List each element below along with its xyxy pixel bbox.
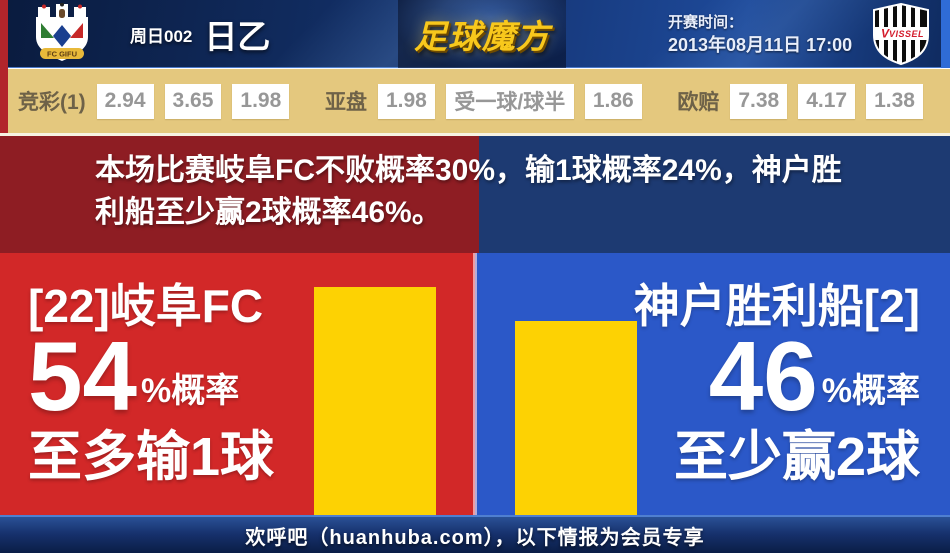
- home-badge-text: FC GIFU: [47, 50, 77, 59]
- footer-bar: 欢呼吧（huanhuba.com），以下情报为会员专享: [0, 515, 950, 553]
- home-outcome-text: 至多输1球: [28, 427, 275, 487]
- home-team-block: [22]岐阜FC 54 %概率 至多输1球: [28, 253, 274, 486]
- league-name: 日乙: [204, 18, 271, 55]
- away-team-name: 神户胜利船[2]: [633, 280, 920, 332]
- yapan-label: 亚盘: [324, 91, 367, 114]
- away-badge-text: VISSEL: [889, 29, 924, 39]
- kickoff-time: 2013年08月11日 17:00: [668, 35, 853, 55]
- summary-band-red-half: [0, 136, 479, 253]
- away-outcome-text: 至少赢2球: [673, 427, 920, 487]
- summary-line-2: 利船至少赢2球概率46%。: [95, 196, 442, 229]
- oupei-odds-home: 7.38: [730, 83, 788, 119]
- footer-site-text: 欢呼吧（huanhuba.com），以下情报为会员专享: [245, 526, 705, 549]
- odds-group-jingcai: 竞彩(1) 2.94 3.65 1.98: [18, 83, 290, 119]
- odds-bar: 竞彩(1) 2.94 3.65 1.98 亚盘 1.98 受一球/球半 1.86…: [0, 69, 950, 133]
- away-probability-suffix: %概率: [821, 372, 920, 410]
- summary-band: 本场比赛岐阜FC不败概率30%，输1球概率24%，神户胜 利船至少赢2球概率46…: [0, 136, 950, 253]
- match-info: 周日002 日乙: [130, 0, 270, 68]
- home-probability-value: 54: [28, 321, 138, 431]
- oupei-odds-away: 1.38: [866, 83, 923, 119]
- summary-band-blue-half: [479, 136, 950, 253]
- oupei-odds-draw: 4.17: [798, 83, 856, 119]
- home-team-logo-fc-gifu: FC GIFU: [36, 3, 88, 61]
- yapan-odds-home: 1.98: [377, 83, 435, 119]
- jingcai-label: 竞彩(1): [18, 91, 86, 114]
- away-probability-value: 46: [708, 321, 818, 431]
- left-accent-stripe: [0, 0, 8, 133]
- odds-group-asian-handicap: 亚盘 1.98 受一球/球半 1.86: [324, 83, 642, 119]
- jingcai-odds-draw: 3.65: [164, 83, 222, 119]
- match-summary-text: 本场比赛岐阜FC不败概率30%，输1球概率24%，神户胜 利船至少赢2球概率46…: [95, 150, 842, 234]
- jingcai-odds-away: 1.98: [232, 83, 290, 119]
- away-probability-bar: [515, 321, 637, 515]
- odds-group-european: 欧赔 7.38 4.17 1.38: [677, 83, 923, 119]
- away-badge-v: V: [881, 27, 890, 41]
- yapan-odds-away: 1.86: [584, 83, 642, 119]
- panel-divider: [473, 253, 477, 515]
- summary-line-1: 本场比赛岐阜FC不败概率30%，输1球概率24%，神户胜: [95, 154, 842, 187]
- header: FC GIFU 周日002 日乙 足球魔方 开赛时间： 2013年08月11日 …: [0, 0, 950, 133]
- home-team-name: [22]岐阜FC: [28, 280, 264, 332]
- right-accent-stripe: [941, 0, 950, 68]
- home-probability-bar: [314, 287, 436, 515]
- jingcai-odds-home: 2.94: [96, 83, 154, 119]
- away-team-block: 神户胜利船[2] 46 %概率 至少赢2球: [634, 253, 920, 486]
- brand-plate: 足球魔方: [398, 0, 566, 68]
- yapan-handicap: 受一球/球半: [445, 83, 574, 119]
- away-team-logo-vissel-kobe: V VISSEL: [873, 3, 929, 65]
- kickoff-info: 开赛时间： 2013年08月11日 17:00: [668, 12, 852, 56]
- home-probability-suffix: %概率: [141, 372, 240, 410]
- separator-line: [0, 133, 950, 136]
- away-probability: 46 %概率: [634, 321, 920, 431]
- probability-chart: [22]岐阜FC 54 %概率 至多输1球 神户胜利船[2] 46 %概率 至少…: [0, 253, 950, 515]
- match-code: 周日002: [130, 26, 193, 46]
- oupei-label: 欧赔: [677, 91, 720, 114]
- kickoff-label: 开赛时间：: [668, 14, 744, 31]
- brand-logo-text: 足球魔方: [414, 18, 550, 55]
- home-probability: 54 %概率: [28, 321, 274, 431]
